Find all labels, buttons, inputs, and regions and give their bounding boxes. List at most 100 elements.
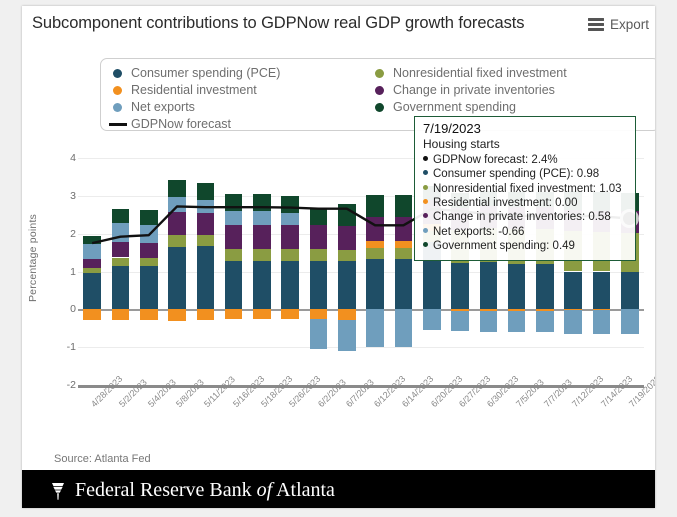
bar-segment <box>83 259 101 268</box>
page-title: Subcomponent contributions to GDPNow rea… <box>32 14 525 32</box>
y-axis-label: Percentage points <box>27 213 39 303</box>
hamburger-icon[interactable] <box>587 18 604 31</box>
y-axis-ticks: 4 3 2 1 0 -1 -2 <box>42 134 76 399</box>
legend-dot-swatch <box>375 85 384 95</box>
tooltip-row-text: GDPNow forecast: 2.4% <box>433 153 558 166</box>
bar-segment <box>168 197 186 212</box>
export-label[interactable]: Export <box>609 17 649 32</box>
bar-segment <box>111 242 130 258</box>
bar-segment <box>394 241 413 248</box>
tooltip-date: 7/19/2023 <box>423 121 481 136</box>
legend-item[interactable]: Government spending <box>375 99 567 116</box>
bar-segment <box>451 311 469 331</box>
gridline <box>78 385 644 388</box>
bar-segment <box>111 257 130 266</box>
bar-stack[interactable] <box>366 134 384 399</box>
chart-legend: Consumer spending (PCE) Residential inves… <box>100 58 655 131</box>
legend-item-label: Change in private inventories <box>393 83 555 98</box>
export-control[interactable]: Export <box>587 17 649 32</box>
bar-stack[interactable] <box>394 134 413 399</box>
bar-segment <box>196 213 215 235</box>
legend-item-label: Government spending <box>393 100 516 115</box>
y-axis-tick-label: 2 <box>70 227 76 240</box>
tooltip-row: Government spending: 0.49 <box>423 239 627 253</box>
bar-segment <box>224 224 243 249</box>
bar-segment <box>111 265 130 310</box>
bar-segment <box>309 309 328 319</box>
bar-segment <box>224 248 243 262</box>
tooltip-row: Consumer spending (PCE): 0.98 <box>423 167 627 181</box>
bar-segment <box>394 309 413 348</box>
legend-dot-swatch <box>113 68 122 78</box>
bar-segment <box>479 262 498 310</box>
bar-segment <box>281 248 299 262</box>
bar-segment <box>366 195 384 218</box>
legend-item[interactable]: Residential investment <box>113 82 280 99</box>
gridline <box>78 309 644 312</box>
bar-segment <box>564 309 582 311</box>
bar-segment <box>281 213 299 225</box>
tooltip-dot-swatch <box>423 242 428 248</box>
bar-stack[interactable] <box>83 134 101 399</box>
bar-segment <box>338 319 356 352</box>
legend-dot-swatch <box>375 102 384 112</box>
bar-segment <box>281 309 299 319</box>
bar-segment <box>592 310 611 334</box>
legend-column-left: Consumer spending (PCE) Residential inves… <box>109 65 280 133</box>
legend-item-label: GDPNow forecast <box>131 117 232 132</box>
bar-stack[interactable] <box>309 134 328 399</box>
bar-segment <box>592 271 611 310</box>
bar-segment <box>253 309 271 319</box>
legend-item[interactable]: Nonresidential fixed investment <box>375 65 567 82</box>
y-axis-tick-label: 1 <box>70 265 76 278</box>
tooltip-row-text: Government spending: 0.49 <box>433 240 575 253</box>
tooltip-dot-swatch <box>423 155 428 161</box>
bar-segment <box>309 318 328 349</box>
bar-segment <box>83 235 101 245</box>
legend-item[interactable]: Net exports <box>113 99 280 116</box>
y-axis-tick-label: -1 <box>66 341 76 354</box>
bar-stack[interactable] <box>253 134 271 399</box>
bar-segment <box>111 309 130 320</box>
legend-item[interactable]: GDPNow forecast <box>109 116 280 133</box>
bar-segment <box>394 247 413 259</box>
legend-dot-swatch <box>113 85 122 95</box>
tooltip-dot-swatch <box>423 170 428 176</box>
y-axis-tick-label: 0 <box>70 303 76 316</box>
bar-segment <box>507 310 526 332</box>
tooltip-dot-swatch <box>423 184 428 190</box>
bar-segment <box>139 242 158 258</box>
chart-header: Subcomponent contributions to GDPNow rea… <box>22 6 655 42</box>
legend-item[interactable]: Consumer spending (PCE) <box>113 65 280 82</box>
bar-segment <box>196 309 215 320</box>
banner-text: Federal Reserve Bank of Atlanta <box>75 479 335 501</box>
tooltip-row: Net exports: -0.66 <box>423 225 627 239</box>
bar-segment <box>168 235 186 247</box>
bar-stack[interactable] <box>196 134 215 399</box>
legend-item-label: Consumer spending (PCE) <box>131 66 281 81</box>
gridline <box>78 271 644 273</box>
gridline <box>78 195 644 197</box>
bar-segment <box>451 309 469 312</box>
bar-stack[interactable] <box>168 134 186 399</box>
legend-item[interactable]: Change in private inventories <box>375 82 567 99</box>
tooltip-dot-swatch <box>423 213 428 219</box>
y-axis-tick-label: 4 <box>70 152 76 164</box>
bar-segment <box>479 311 498 333</box>
bar-segment <box>168 246 186 310</box>
bar-segment <box>338 309 356 320</box>
gridline <box>78 347 644 349</box>
bar-segment <box>139 265 158 310</box>
tooltip-row-text: Net exports: -0.66 <box>433 225 525 238</box>
legend-item-label: Net exports <box>131 100 195 115</box>
bar-segment <box>253 248 271 262</box>
torch-icon <box>52 482 64 500</box>
bar-segment <box>394 195 413 218</box>
legend-dot-swatch <box>113 102 122 112</box>
tooltip-rows: GDPNow forecast: 2.4% Consumer spending (… <box>423 153 627 254</box>
tooltip-row: Residential investment: 0.00 <box>423 196 627 210</box>
legend-dot-swatch <box>375 68 384 78</box>
bar-segment <box>196 245 215 310</box>
chart-card: Subcomponent contributions to GDPNow rea… <box>22 6 655 508</box>
bar-segment <box>224 261 243 310</box>
